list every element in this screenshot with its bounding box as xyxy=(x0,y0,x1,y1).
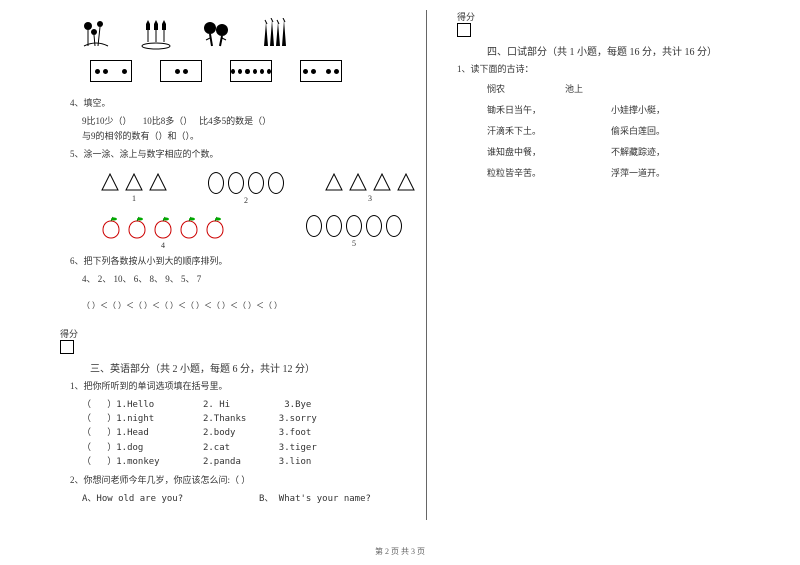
shape-label: 1 xyxy=(100,194,168,203)
poem-titles: 悯农 池上 xyxy=(487,82,760,95)
score-label: 得分 xyxy=(60,327,78,340)
triangle-icon xyxy=(148,172,168,192)
section-4-title: 四、口试部分（共 1 小题，每题 16 分，共计 16 分） xyxy=(487,43,760,58)
section-3-title: 三、英语部分（共 2 小题，每题 6 分，共计 12 分） xyxy=(90,360,416,375)
poem-title: 池上 xyxy=(565,82,583,95)
oval-icon xyxy=(228,172,244,194)
poem-title: 悯农 xyxy=(487,82,505,95)
score-box: 得分 xyxy=(457,10,760,37)
q-title: 填空。 xyxy=(84,98,111,108)
rose-icon xyxy=(200,18,232,50)
q-title: 读下面的古诗： xyxy=(471,64,534,74)
question-5: 5、涂一涂、涂上与数字相应的个数。 xyxy=(70,147,416,161)
shape-label: 5 xyxy=(306,239,402,248)
shape-label: 2 xyxy=(208,196,284,205)
poem-q1: 1、读下面的古诗： xyxy=(457,62,760,76)
english-q2: 2、你想问老师今年几岁，你应该怎么问:（ ） xyxy=(70,473,416,487)
q-title: 把你所听到的单词选项填在括号里。 xyxy=(84,381,228,391)
q-title: 你想问老师今年几岁，你应该怎么问:（ ） xyxy=(84,475,251,485)
q-num: 1、 xyxy=(457,64,471,74)
right-column: 得分 四、口试部分（共 1 小题，每题 16 分，共计 16 分） 1、读下面的… xyxy=(427,10,770,520)
dot-box xyxy=(300,60,342,82)
triangle-icon xyxy=(124,172,144,192)
poem-line: 汗滴禾下土。偷采白莲回。 xyxy=(487,124,760,137)
score-label: 得分 xyxy=(457,10,475,23)
flower-images-row xyxy=(80,18,416,50)
left-column: 4、填空。 9比10少（） 10比8多（） 比4多5的数是（） 与9的相邻的数有… xyxy=(30,10,427,520)
score-box: 得分 xyxy=(60,327,416,354)
apple-icon xyxy=(152,215,174,239)
dot-box xyxy=(230,60,272,82)
apple-icon xyxy=(126,215,148,239)
triangle-icon xyxy=(396,172,416,192)
shape-group: 2 xyxy=(208,172,284,205)
q4-line2: 与9的相邻的数有（）和（）。 xyxy=(82,129,416,143)
poem-line: 锄禾日当午，小娃撑小艇， xyxy=(487,103,760,116)
question-6: 6、把下列各数按从小到大的顺序排列。 xyxy=(70,254,416,268)
flower-icon xyxy=(80,18,112,50)
shape-group: 1 xyxy=(100,172,168,205)
triangle-icon xyxy=(372,172,392,192)
shape-group: 3 xyxy=(324,172,416,205)
oval-icon xyxy=(268,172,284,194)
q4-line1: 9比10少（） 10比8多（） 比4多5的数是（） xyxy=(82,114,416,128)
q6-numbers: 4、 2、 10、 6、 8、 9、 5、 7 xyxy=(82,272,416,286)
e2-options: A、How old are you? B、 What's your name? xyxy=(82,492,416,506)
dot-box xyxy=(90,60,132,82)
q-num: 1、 xyxy=(70,381,84,391)
oval-icon xyxy=(306,215,322,237)
dot-box xyxy=(160,60,202,82)
page: 4、填空。 9比10少（） 10比8多（） 比4多5的数是（） 与9的相邻的数有… xyxy=(0,0,800,520)
question-4: 4、填空。 xyxy=(70,96,416,110)
dot-boxes-row xyxy=(90,60,416,82)
shape-label: 4 xyxy=(100,241,226,250)
e1-row: （ ）1.dog 2.cat 3.tiger xyxy=(82,441,416,455)
carrot-icon xyxy=(260,18,292,50)
score-square-icon xyxy=(60,340,74,354)
q6-blanks: （ ）＜（ ）＜（ ）＜（ ）＜（ ）＜（ ）＜（ ）＜（ ） xyxy=(82,300,416,313)
e1-row: （ ）1.monkey 2.panda 3.lion xyxy=(82,455,416,469)
oval-icon xyxy=(346,215,362,237)
e1-row: （ ）1.Hello 2. Hi 3.Bye xyxy=(82,398,416,412)
e1-row: （ ）1.night 2.Thanks 3.sorry xyxy=(82,412,416,426)
q-num: 6、 xyxy=(70,256,84,266)
oval-icon xyxy=(366,215,382,237)
shape-group: 4 xyxy=(100,215,226,250)
apple-icon xyxy=(204,215,226,239)
triangle-icon xyxy=(324,172,344,192)
q-num: 4、 xyxy=(70,98,84,108)
oval-icon xyxy=(386,215,402,237)
poem-line: 粒粒皆辛苦。浮萍一道开。 xyxy=(487,166,760,179)
shapes-row-2: 4 5 xyxy=(100,215,416,250)
page-footer: 第 2 页 共 3 页 xyxy=(0,546,800,557)
oval-icon xyxy=(326,215,342,237)
oval-icon xyxy=(208,172,224,194)
triangle-icon xyxy=(100,172,120,192)
shapes-row-1: 1 2 3 xyxy=(100,172,416,205)
apple-icon xyxy=(100,215,122,239)
shape-label: 3 xyxy=(324,194,416,203)
apple-icon xyxy=(178,215,200,239)
oval-icon xyxy=(248,172,264,194)
tulip-icon xyxy=(140,18,172,50)
shape-group: 5 xyxy=(306,215,402,250)
triangle-icon xyxy=(348,172,368,192)
q-num: 2、 xyxy=(70,475,84,485)
e1-row: （ ）1.Head 2.body 3.foot xyxy=(82,426,416,440)
q-title: 把下列各数按从小到大的顺序排列。 xyxy=(84,256,228,266)
poem-line: 谁知盘中餐，不解藏踪迹， xyxy=(487,145,760,158)
english-q1: 1、把你所听到的单词选项填在括号里。 xyxy=(70,379,416,393)
q-title: 涂一涂、涂上与数字相应的个数。 xyxy=(84,149,219,159)
score-square-icon xyxy=(457,23,471,37)
q-num: 5、 xyxy=(70,149,84,159)
